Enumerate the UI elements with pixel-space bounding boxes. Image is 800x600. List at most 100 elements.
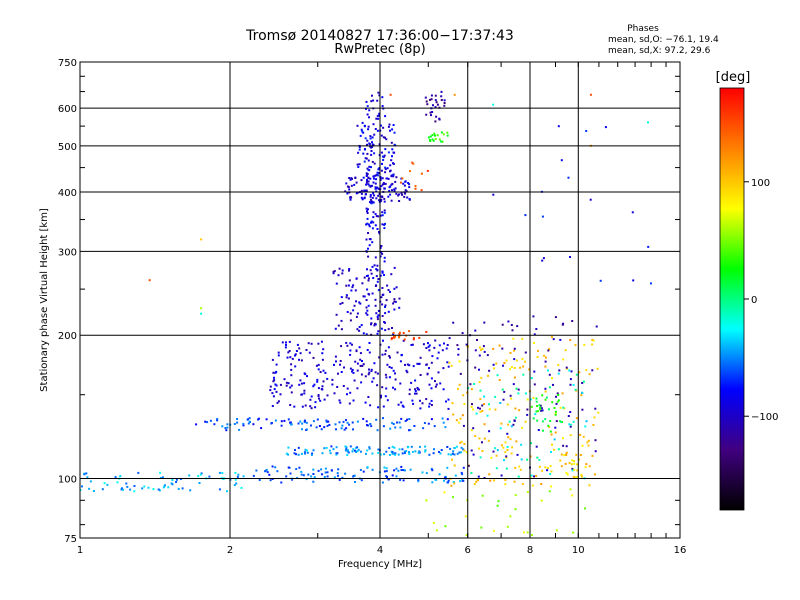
data-point — [377, 187, 380, 190]
data-point — [496, 449, 499, 452]
data-point — [383, 154, 386, 157]
data-point — [302, 474, 305, 477]
data-point — [426, 372, 429, 375]
data-point — [550, 336, 553, 338]
data-point — [502, 364, 504, 367]
data-point — [496, 374, 499, 377]
data-point — [450, 453, 453, 456]
data-point — [276, 401, 279, 404]
data-point — [394, 426, 397, 429]
y-tick-label: 750 — [58, 58, 77, 69]
data-point — [496, 504, 499, 507]
data-point — [384, 321, 386, 324]
data-point — [195, 423, 198, 426]
data-point — [419, 356, 422, 359]
data-point — [387, 125, 390, 128]
data-point — [533, 342, 535, 344]
data-point — [518, 409, 521, 412]
data-point — [218, 471, 221, 474]
data-point — [367, 292, 370, 295]
data-point — [367, 304, 370, 307]
data-point — [432, 104, 434, 107]
data-point — [352, 284, 355, 287]
data-point — [569, 383, 572, 386]
data-point — [399, 331, 401, 334]
data-point — [387, 289, 390, 291]
data-point — [391, 474, 394, 477]
data-point — [470, 429, 473, 432]
data-point — [431, 481, 434, 484]
data-point — [453, 482, 456, 485]
data-point — [389, 290, 391, 293]
data-point — [359, 450, 362, 453]
data-point — [544, 365, 547, 368]
data-point — [443, 99, 446, 102]
data-point — [370, 153, 373, 156]
data-point — [364, 193, 367, 196]
data-point — [380, 169, 383, 172]
data-point — [370, 322, 373, 325]
data-point — [152, 488, 155, 491]
data-point — [240, 486, 243, 489]
data-point — [81, 485, 83, 488]
data-point — [428, 405, 431, 408]
data-point — [356, 446, 359, 449]
data-point — [303, 451, 306, 454]
data-point — [397, 403, 400, 406]
data-point — [571, 469, 574, 472]
data-point — [371, 292, 374, 295]
data-point — [353, 183, 356, 186]
data-point — [556, 392, 559, 395]
data-point — [305, 349, 308, 351]
data-point — [379, 214, 382, 217]
data-point — [487, 439, 490, 442]
data-point — [349, 391, 352, 394]
data-point — [382, 339, 384, 342]
data-point — [446, 134, 449, 137]
data-point — [395, 286, 398, 289]
data-point — [381, 315, 384, 317]
data-point — [457, 348, 460, 351]
data-point — [354, 481, 356, 483]
data-point — [255, 469, 258, 472]
data-point — [428, 367, 430, 370]
data-point — [443, 342, 445, 345]
data-point — [316, 378, 319, 381]
data-point — [464, 515, 467, 518]
data-point — [414, 388, 417, 391]
data-point — [372, 211, 375, 214]
data-point — [325, 446, 328, 449]
data-point — [348, 279, 351, 282]
data-point — [575, 417, 578, 420]
data-point — [365, 312, 368, 315]
data-point — [312, 468, 315, 471]
data-point — [536, 419, 539, 422]
data-point — [535, 397, 538, 400]
data-point — [509, 368, 511, 371]
data-point — [519, 468, 522, 471]
data-point — [372, 181, 375, 184]
data-point — [521, 357, 524, 360]
data-point — [269, 479, 272, 482]
data-point — [460, 451, 463, 454]
data-point — [504, 483, 507, 486]
data-point — [354, 360, 357, 363]
data-point — [565, 471, 568, 474]
data-point — [298, 347, 301, 350]
data-point — [559, 338, 562, 341]
data-point — [446, 446, 449, 448]
data-point — [349, 198, 352, 201]
data-point — [414, 450, 417, 453]
data-point — [539, 408, 542, 411]
data-point — [352, 448, 355, 451]
data-point — [488, 473, 491, 476]
data-point — [371, 265, 374, 268]
data-point — [291, 357, 294, 360]
data-point — [398, 421, 401, 424]
data-point — [539, 406, 542, 409]
x-tick-label: 2 — [227, 545, 233, 556]
data-point — [372, 144, 375, 147]
data-point — [434, 380, 436, 383]
data-point — [408, 393, 411, 396]
data-point — [356, 163, 359, 166]
